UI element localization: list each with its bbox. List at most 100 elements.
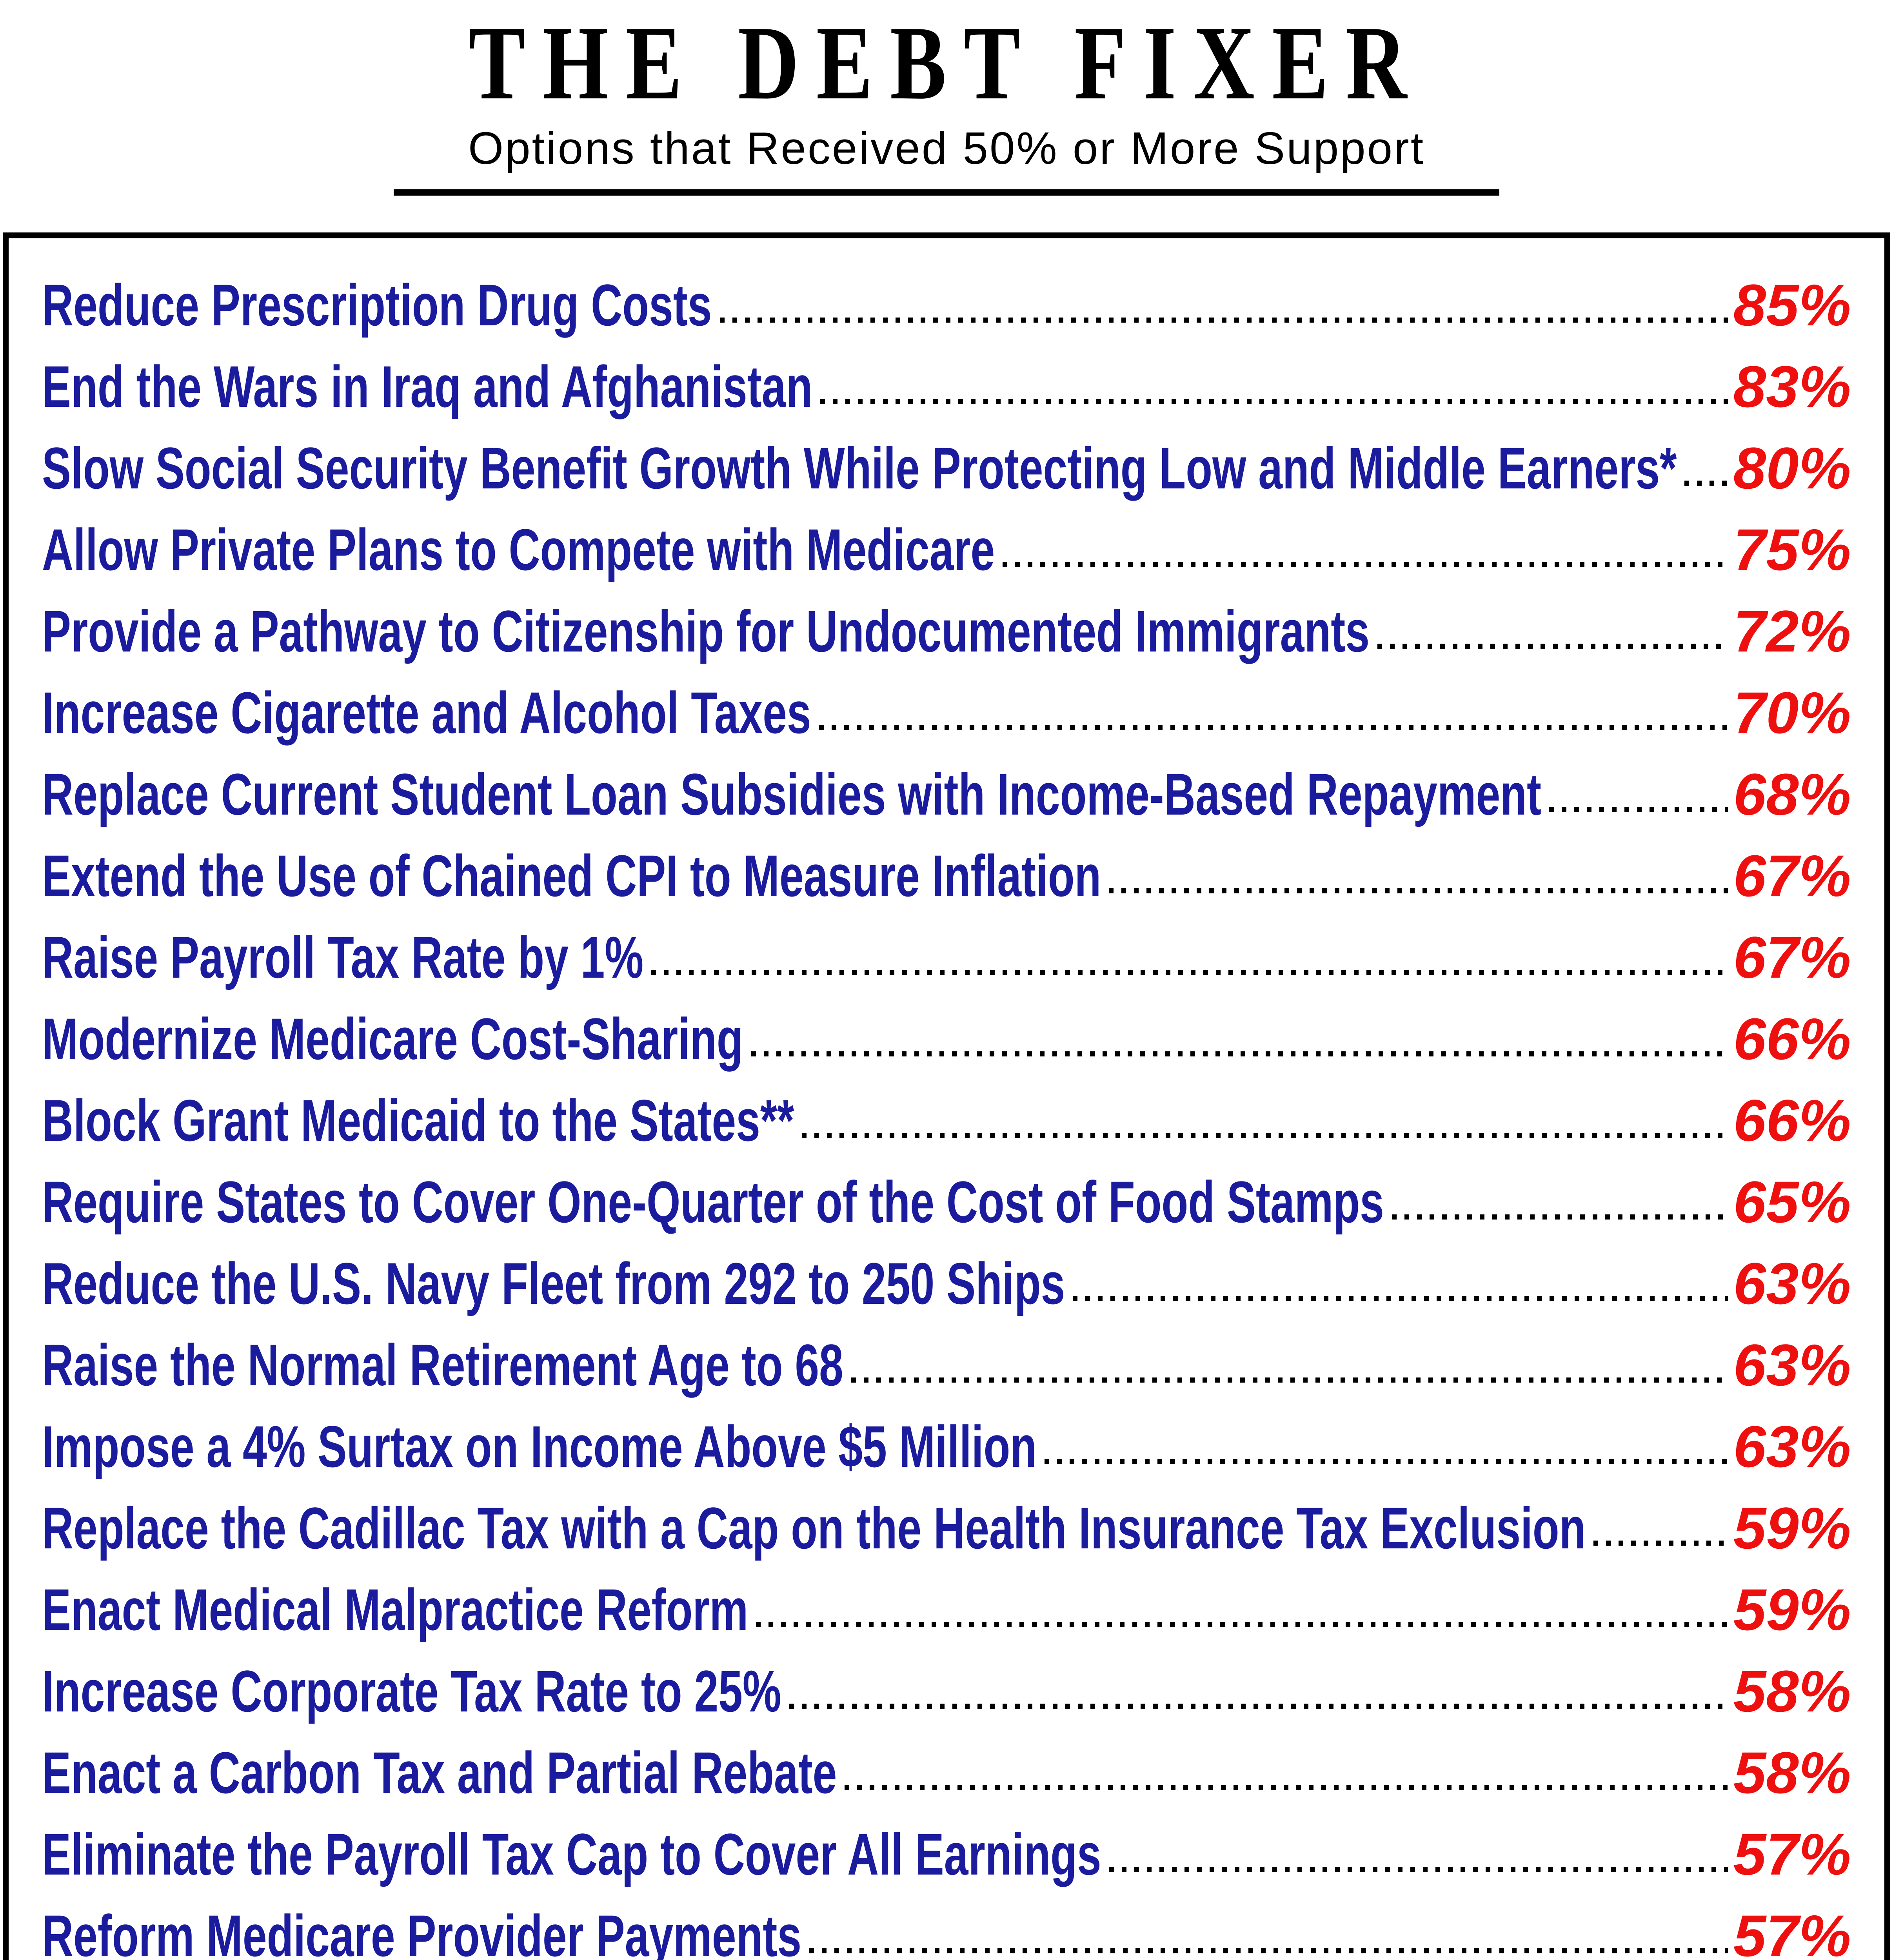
option-label-box: Raise the Normal Retirement Age to 68 — [42, 1336, 843, 1394]
option-label: Raise Payroll Tax Rate by 1% — [42, 924, 644, 990]
option-label-box: Slow Social Security Benefit Growth Whil… — [42, 439, 1677, 497]
option-label-box: Block Grant Medicaid to the States** — [42, 1091, 794, 1150]
option-label: End the Wars in Iraq and Afghanistan — [42, 354, 813, 419]
list-item: Block Grant Medicaid to the States** 66% — [42, 1068, 1851, 1150]
options-box: Reduce Prescription Drug Costs 85% End t… — [3, 232, 1890, 1960]
option-percent: 66% — [1733, 1087, 1851, 1153]
list-item: Slow Social Security Benefit Growth Whil… — [42, 416, 1851, 497]
dot-leader — [756, 1622, 1728, 1627]
list-item: Increase Corporate Tax Rate to 25% 58% — [42, 1639, 1851, 1720]
option-percent: 57% — [1733, 1903, 1851, 1960]
page-subtitle: Options that Received 50% or More Suppor… — [468, 123, 1425, 174]
dot-leader — [1549, 807, 1728, 812]
option-label-box: Increase Corporate Tax Rate to 25% — [42, 1662, 781, 1720]
list-item: Reduce the U.S. Navy Fleet from 292 to 2… — [42, 1231, 1851, 1313]
option-label: Raise the Normal Retirement Age to 68 — [42, 1332, 843, 1398]
option-label-box: Enact a Carbon Tax and Partial Rebate — [42, 1743, 837, 1802]
dot-leader — [1073, 1296, 1728, 1301]
dot-leader — [1045, 1459, 1728, 1464]
option-percent: 59% — [1733, 1495, 1851, 1561]
dot-leader — [802, 1133, 1728, 1138]
option-label-box: End the Wars in Iraq and Afghanistan — [42, 357, 812, 416]
option-label-box: Impose a 4% Surtax on Income Above $5 Mi… — [42, 1417, 1037, 1476]
option-label: Eliminate the Payroll Tax Cap to Cover A… — [42, 1821, 1101, 1887]
page-title-wrap: THE DEBT FIXER — [0, 10, 1893, 116]
dot-leader — [1109, 1867, 1728, 1872]
list-item: Increase Cigarette and Alcohol Taxes 70% — [42, 661, 1851, 742]
list-item: Enact a Carbon Tax and Partial Rebate 58… — [42, 1720, 1851, 1802]
list-item: Allow Private Plans to Compete with Medi… — [42, 497, 1851, 579]
list-item: Replace the Cadillac Tax with a Cap on t… — [42, 1476, 1851, 1557]
dot-leader — [809, 1948, 1728, 1953]
list-item: Require States to Cover One-Quarter of t… — [42, 1150, 1851, 1231]
list-item: Reduce Prescription Drug Costs 85% — [42, 253, 1851, 334]
option-percent: 85% — [1733, 272, 1851, 338]
option-percent: 57% — [1733, 1821, 1851, 1887]
list-item: End the Wars in Iraq and Afghanistan 83% — [42, 334, 1851, 416]
list-item: Modernize Medicare Cost-Sharing 66% — [42, 987, 1851, 1068]
option-percent: 72% — [1733, 598, 1851, 664]
list-item: Reform Medicare Provider Payments 57% — [42, 1884, 1851, 1960]
title-rule — [394, 189, 1499, 196]
option-label: Slow Social Security Benefit Growth Whil… — [42, 435, 1677, 501]
list-item: Provide a Pathway to Citizenship for Und… — [42, 579, 1851, 661]
option-label-box: Replace Current Student Loan Subsidies w… — [42, 765, 1541, 824]
list-item: Replace Current Student Loan Subsidies w… — [42, 742, 1851, 824]
header: THE DEBT FIXER Options that Received 50%… — [0, 0, 1893, 196]
option-percent: 67% — [1733, 924, 1851, 990]
dot-leader — [1003, 562, 1728, 567]
option-label-box: Allow Private Plans to Compete with Medi… — [42, 520, 995, 579]
option-label: Extend the Use of Chained CPI to Measure… — [42, 843, 1101, 909]
dot-leader — [851, 1377, 1728, 1383]
option-percent: 70% — [1733, 680, 1851, 746]
option-label-box: Replace the Cadillac Tax with a Cap on t… — [42, 1499, 1586, 1557]
dot-leader — [789, 1704, 1728, 1709]
option-label-box: Enact Medical Malpractice Reform — [42, 1580, 748, 1639]
list-item: Impose a 4% Surtax on Income Above $5 Mi… — [42, 1394, 1851, 1476]
dot-leader — [1392, 1214, 1728, 1220]
option-percent: 58% — [1733, 1740, 1851, 1806]
option-label-box: Raise Payroll Tax Rate by 1% — [42, 928, 643, 987]
option-label: Impose a 4% Surtax on Income Above $5 Mi… — [42, 1414, 1037, 1479]
dot-leader — [845, 1785, 1728, 1790]
option-label-box: Reform Medicare Provider Payments — [42, 1906, 801, 1960]
option-label-box: Increase Cigarette and Alcohol Taxes — [42, 683, 811, 742]
option-percent: 65% — [1733, 1169, 1851, 1235]
option-label-box: Provide a Pathway to Citizenship for Und… — [42, 602, 1370, 661]
dot-leader — [651, 970, 1728, 975]
option-label: Increase Cigarette and Alcohol Taxes — [42, 680, 811, 746]
option-label-box: Extend the Use of Chained CPI to Measure… — [42, 846, 1101, 905]
dot-leader — [819, 725, 1728, 730]
list-item: Eliminate the Payroll Tax Cap to Cover A… — [42, 1802, 1851, 1884]
dot-leader — [1109, 888, 1728, 893]
option-label-box: Reduce Prescription Drug Costs — [42, 276, 712, 334]
option-percent: 67% — [1733, 843, 1851, 909]
option-label: Increase Corporate Tax Rate to 25% — [42, 1658, 781, 1724]
option-label: Require States to Cover One-Quarter of t… — [42, 1169, 1384, 1235]
option-percent: 58% — [1733, 1658, 1851, 1724]
option-label: Replace the Cadillac Tax with a Cap on t… — [42, 1495, 1586, 1561]
option-label: Reform Medicare Provider Payments — [42, 1903, 802, 1960]
dot-leader — [1377, 644, 1728, 649]
option-label: Reduce the U.S. Navy Fleet from 292 to 2… — [42, 1250, 1065, 1316]
list-item: Enact Medical Malpractice Reform 59% — [42, 1557, 1851, 1639]
option-label-box: Reduce the U.S. Navy Fleet from 292 to 2… — [42, 1254, 1065, 1313]
dot-leader — [719, 318, 1728, 323]
option-label: Enact Medical Malpractice Reform — [42, 1577, 748, 1642]
option-percent: 63% — [1733, 1332, 1851, 1398]
option-label-box: Eliminate the Payroll Tax Cap to Cover A… — [42, 1825, 1101, 1884]
option-label: Replace Current Student Loan Subsidies w… — [42, 761, 1542, 827]
list-item: Extend the Use of Chained CPI to Measure… — [42, 824, 1851, 905]
option-percent: 68% — [1733, 761, 1851, 827]
option-label: Modernize Medicare Cost-Sharing — [42, 1006, 743, 1072]
list-item: Raise the Normal Retirement Age to 68 63… — [42, 1313, 1851, 1394]
option-label-box: Require States to Cover One-Quarter of t… — [42, 1172, 1384, 1231]
dot-leader — [1593, 1541, 1728, 1546]
list-item: Raise Payroll Tax Rate by 1% 67% — [42, 905, 1851, 987]
option-label: Enact a Carbon Tax and Partial Rebate — [42, 1740, 837, 1806]
option-label-box: Modernize Medicare Cost-Sharing — [42, 1009, 743, 1068]
option-label: Block Grant Medicaid to the States** — [42, 1087, 794, 1153]
option-percent: 66% — [1733, 1006, 1851, 1072]
option-label: Provide a Pathway to Citizenship for Und… — [42, 598, 1370, 664]
dot-leader — [1684, 481, 1728, 486]
